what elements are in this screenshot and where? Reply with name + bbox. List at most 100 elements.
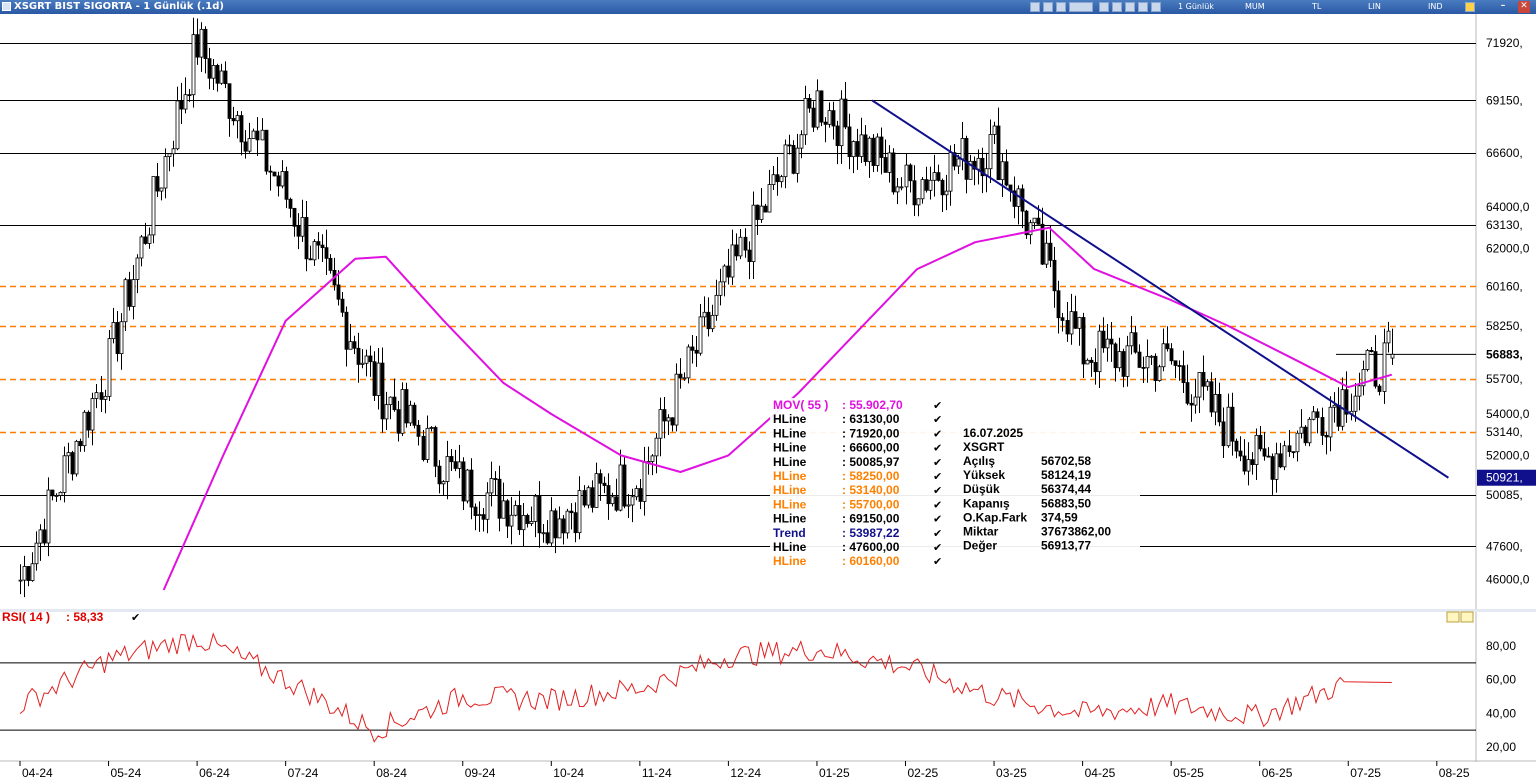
toolbar-copy-icon[interactable] bbox=[1056, 2, 1066, 12]
candle-body bbox=[493, 478, 498, 480]
candle-body bbox=[1040, 223, 1045, 265]
candle-body bbox=[324, 247, 329, 259]
candle-body bbox=[1332, 404, 1337, 408]
candle-body bbox=[1125, 345, 1130, 377]
candle-body bbox=[408, 404, 413, 424]
candle-body bbox=[227, 83, 232, 119]
candle-body bbox=[74, 440, 79, 475]
period-selector[interactable]: 1 Günlük bbox=[1178, 2, 1214, 11]
rsi-close-icon[interactable] bbox=[1460, 611, 1474, 623]
minimize-button[interactable]: – bbox=[1500, 1, 1506, 11]
candle-body bbox=[875, 136, 880, 166]
price-label-box bbox=[1477, 217, 1536, 234]
candle-body bbox=[1226, 406, 1231, 447]
indicator-menu[interactable]: IND bbox=[1428, 2, 1443, 11]
candle-body bbox=[569, 510, 574, 514]
candle-body bbox=[1077, 317, 1082, 329]
candle-body bbox=[94, 392, 99, 399]
toolbar-print-icon[interactable] bbox=[1043, 2, 1053, 12]
info-label: Değer bbox=[963, 539, 997, 553]
candle-body bbox=[895, 186, 900, 193]
candle-body bbox=[1365, 350, 1370, 370]
legend-value: : 47600,00 bbox=[842, 540, 900, 554]
price-label-box bbox=[1477, 35, 1536, 52]
candle-body bbox=[1221, 421, 1226, 447]
candle-body bbox=[690, 346, 695, 351]
toolbar-pencil-icon[interactable] bbox=[1125, 2, 1135, 12]
candle-body bbox=[871, 137, 876, 166]
candle-body bbox=[368, 355, 373, 363]
candle-body bbox=[163, 156, 168, 189]
toolbar-draw-icon[interactable] bbox=[1112, 2, 1122, 12]
info-value: 58124,19 bbox=[1041, 468, 1091, 482]
close-button[interactable]: ✕ bbox=[1518, 1, 1530, 13]
price-label-box bbox=[1477, 278, 1536, 295]
candle-body bbox=[565, 510, 570, 534]
rsi-legend-value: : 58,33 bbox=[66, 610, 104, 624]
candle-body bbox=[453, 461, 458, 469]
scale-selector[interactable]: LIN bbox=[1368, 2, 1381, 11]
candle-body bbox=[730, 244, 735, 278]
toolbar-save-icon[interactable] bbox=[1030, 2, 1040, 12]
candle-body bbox=[602, 482, 607, 486]
candle-body bbox=[18, 579, 23, 582]
candle-body bbox=[46, 489, 51, 544]
bar-type-selector[interactable]: MUM bbox=[1245, 2, 1265, 11]
toolbar-template-dropdown[interactable] bbox=[1069, 2, 1093, 12]
legend-checkbox: ✔ bbox=[933, 471, 942, 483]
candle-body bbox=[509, 514, 514, 527]
candle-body bbox=[795, 147, 800, 174]
candle-body bbox=[179, 100, 184, 110]
price-label-box bbox=[1477, 487, 1536, 504]
candle-body bbox=[1382, 342, 1387, 392]
candle-body bbox=[90, 398, 95, 431]
legend-name: MOV( 55 ) bbox=[773, 398, 828, 412]
candle-body bbox=[940, 179, 945, 196]
legend-name: HLine bbox=[773, 412, 807, 426]
candle-body bbox=[722, 265, 727, 283]
alert-icon[interactable] bbox=[1465, 2, 1475, 12]
candle-body bbox=[642, 461, 647, 502]
rsi-settings-icon[interactable] bbox=[1446, 611, 1460, 623]
info-label: Açılış bbox=[963, 454, 995, 468]
candle-body bbox=[316, 241, 321, 246]
trend-line[interactable] bbox=[871, 99, 1449, 479]
date-label: 10-24 bbox=[553, 766, 584, 780]
candle-body bbox=[928, 179, 933, 191]
legend-name: HLine bbox=[773, 469, 807, 483]
candle-body bbox=[791, 145, 796, 174]
candle-body bbox=[976, 157, 981, 170]
candle-body bbox=[360, 362, 365, 365]
candle-body bbox=[1287, 445, 1292, 453]
candle-body bbox=[678, 373, 683, 379]
candle-body bbox=[606, 485, 611, 505]
candle-body bbox=[879, 136, 884, 158]
candle-body bbox=[738, 236, 743, 257]
legend-value: : 53987,22 bbox=[842, 526, 900, 540]
toolbar-zoom-icon[interactable] bbox=[1099, 2, 1109, 12]
candle-body bbox=[1048, 242, 1053, 261]
candle-body bbox=[586, 487, 591, 506]
candle-body bbox=[272, 171, 277, 177]
price-tick-label: 46000,0 bbox=[1486, 573, 1530, 587]
currency-selector[interactable]: TL bbox=[1312, 2, 1322, 11]
legend-value: : 66600,00 bbox=[842, 441, 900, 455]
candle-body bbox=[159, 187, 164, 192]
candle-body bbox=[787, 144, 792, 147]
date-label: 11-24 bbox=[642, 766, 672, 780]
date-label: 08-25 bbox=[1439, 766, 1470, 780]
toolbar-line-icon[interactable] bbox=[1138, 2, 1148, 12]
candle-body bbox=[505, 500, 510, 527]
candle-body bbox=[1307, 418, 1312, 444]
info-value: 56883,50 bbox=[1041, 496, 1091, 510]
candle-body bbox=[445, 456, 450, 482]
candle-body bbox=[364, 355, 369, 364]
candle-body bbox=[1295, 432, 1300, 453]
toolbar-ruler-icon[interactable] bbox=[1151, 2, 1161, 12]
price-label-box bbox=[1477, 346, 1536, 363]
candle-body bbox=[807, 98, 812, 109]
candle-body bbox=[1036, 217, 1041, 225]
candle-body bbox=[288, 198, 293, 209]
info-value: 374,59 bbox=[1041, 510, 1078, 524]
